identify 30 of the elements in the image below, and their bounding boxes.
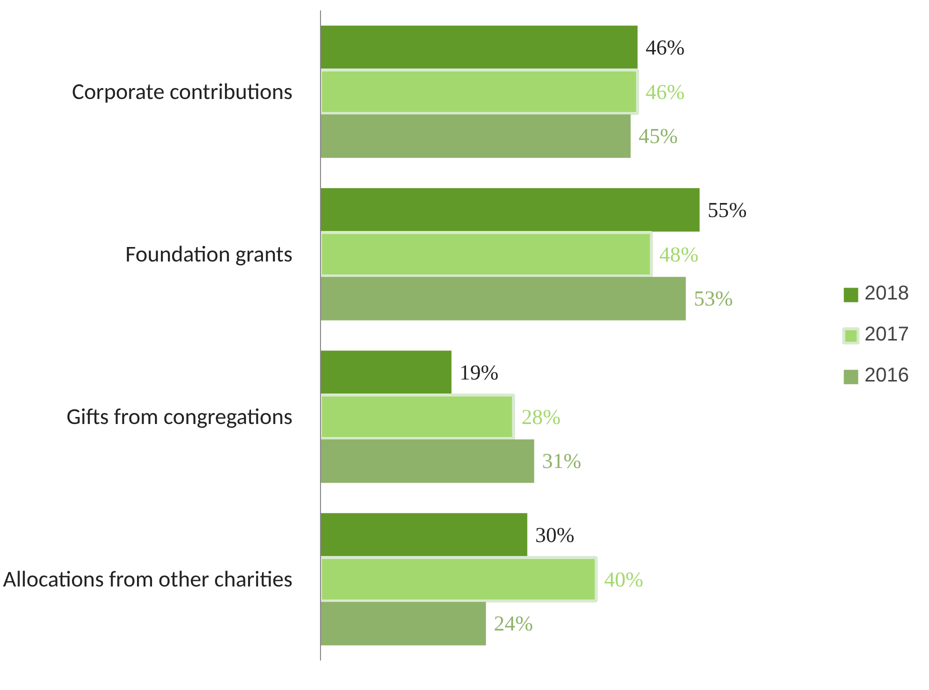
bar [320, 276, 686, 320]
bar [320, 602, 486, 646]
bar [320, 439, 534, 483]
legend-label: 2016 [864, 364, 909, 388]
data-label: 28% [522, 404, 561, 429]
bar [320, 68, 640, 116]
data-label: 40% [604, 567, 644, 592]
bar [320, 230, 653, 278]
bar [320, 513, 528, 557]
legend-label: 2017 [864, 324, 909, 346]
data-label: 48% [659, 242, 699, 266]
data-label: 31% [542, 449, 582, 474]
bar [320, 26, 638, 70]
data-label: 19% [459, 360, 499, 384]
data-label: 45% [638, 124, 678, 148]
data-label: 55% [708, 198, 747, 222]
bar [320, 114, 631, 158]
y-tick-label: Corporate contributions [72, 78, 293, 106]
data-label: 30% [535, 522, 575, 547]
bar [320, 350, 452, 394]
data-label: 46% [646, 35, 685, 60]
bar [320, 188, 700, 232]
data-label: 46% [646, 80, 685, 104]
bar [320, 556, 598, 603]
y-tick-label: Allocations from other charities [3, 565, 293, 594]
y-tick-label: Foundation grants [125, 240, 293, 268]
data-label: 24% [494, 612, 534, 636]
data-label: 53% [694, 286, 734, 311]
legend-label: 2018 [864, 282, 909, 306]
y-tick-label: Gifts from congregations [66, 402, 293, 431]
